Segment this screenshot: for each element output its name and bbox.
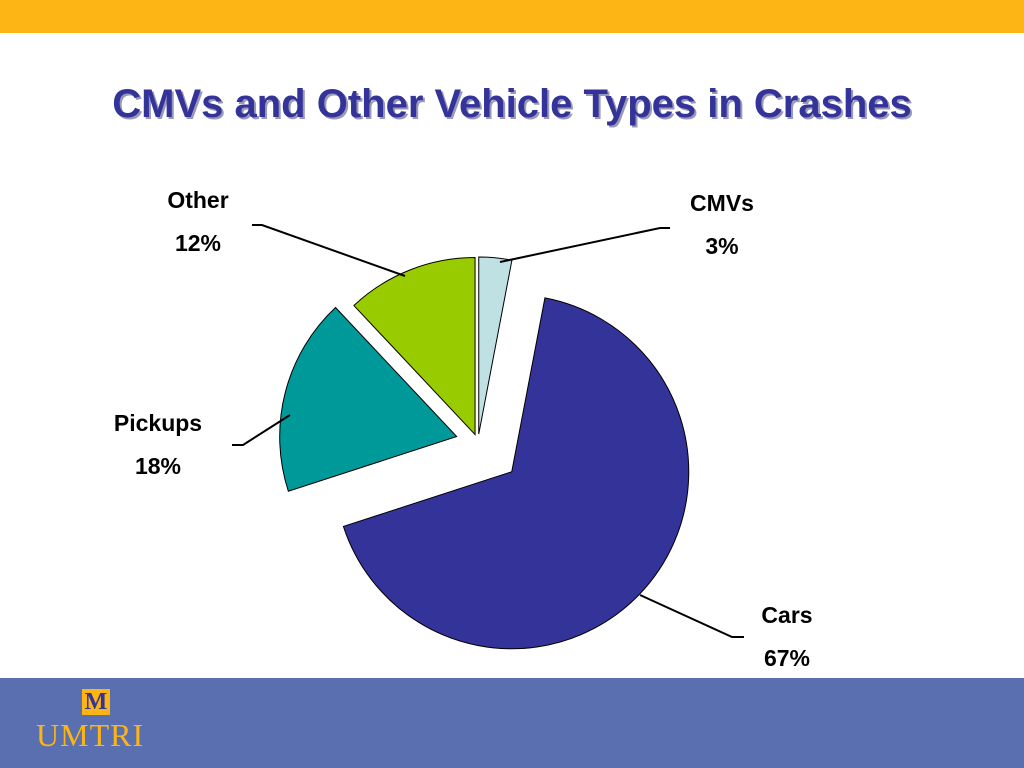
slice-value-label: 12% [175, 230, 221, 256]
logo-mark: M [82, 689, 110, 715]
slice-value-label: 18% [135, 453, 181, 479]
pie-slice [342, 297, 690, 650]
slice-label: Cars [761, 602, 812, 628]
pie-slice [353, 257, 476, 436]
slice-label: Pickups [114, 410, 202, 436]
top-bar [0, 0, 1024, 33]
chart-title: CMVs and Other Vehicle Types in Crashes [112, 82, 912, 126]
bottom-bar [0, 678, 1024, 768]
logo-text: UMTRI [36, 717, 145, 753]
slice-label: Other [167, 187, 228, 213]
slice-value-label: 3% [705, 233, 738, 259]
leader-line [499, 227, 670, 263]
pie-slice [279, 306, 458, 492]
slice-label: CMVs [690, 190, 754, 216]
pie-slice [478, 256, 513, 435]
leader-line [639, 594, 744, 638]
slice-value-label: 67% [764, 645, 810, 671]
chart: CMVs 3% Cars 67% Pickups 18% Other 12% [114, 187, 813, 671]
leader-line [252, 224, 406, 277]
leader-line [232, 414, 291, 446]
